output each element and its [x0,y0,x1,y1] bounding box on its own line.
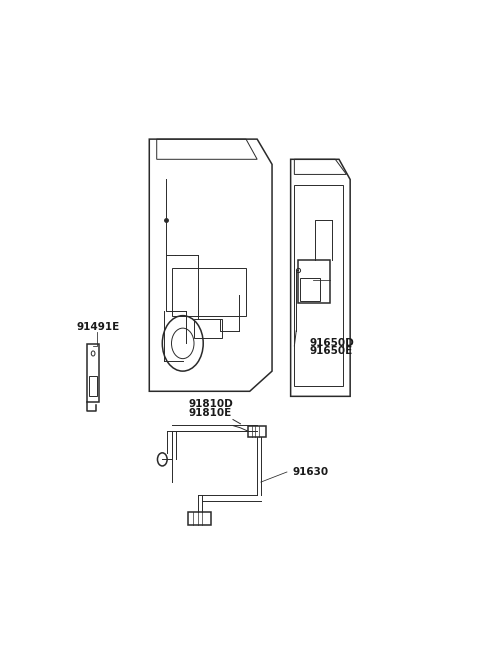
Text: 91630: 91630 [292,467,329,477]
Text: 91491E: 91491E [77,322,120,332]
Text: 91810D: 91810D [188,400,233,409]
Text: 91650D: 91650D [310,339,354,348]
Text: 91810E: 91810E [188,407,231,417]
Text: 91650E: 91650E [310,346,353,356]
